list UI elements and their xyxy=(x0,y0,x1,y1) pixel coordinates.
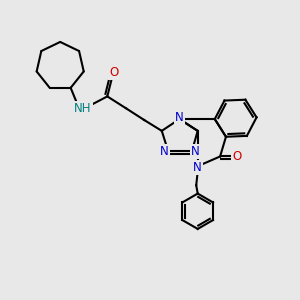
Text: N: N xyxy=(191,145,200,158)
Text: NH: NH xyxy=(74,102,92,115)
Text: N: N xyxy=(160,145,169,158)
Text: N: N xyxy=(193,161,202,174)
Text: O: O xyxy=(109,66,119,80)
Text: O: O xyxy=(232,150,242,163)
Text: N: N xyxy=(175,111,184,124)
